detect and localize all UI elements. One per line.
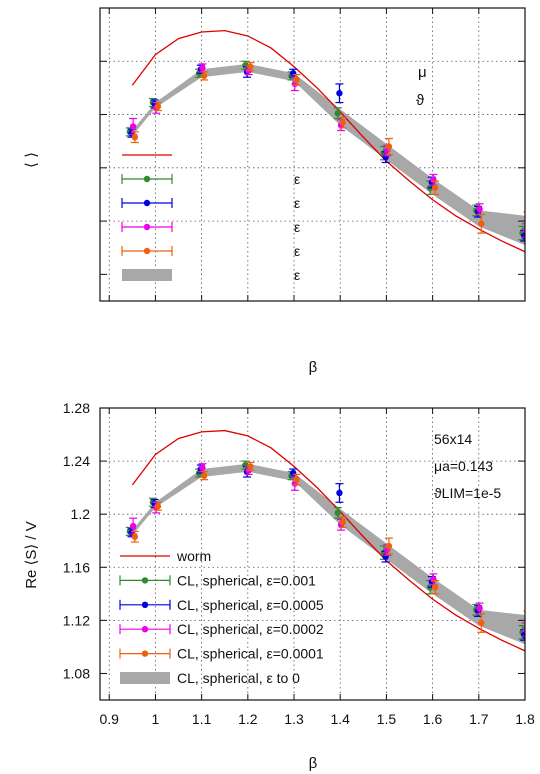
data-point <box>384 137 393 156</box>
x-tick-label: 1.5 <box>377 711 397 727</box>
legend-label: CL, spherical, ε to 0 <box>177 670 300 686</box>
x-tick-label: 1.6 <box>423 711 443 727</box>
worm-line <box>131 429 525 652</box>
data-point <box>477 613 486 633</box>
legend-entry: ε <box>122 267 300 283</box>
band-epsilon-to-zero <box>132 463 525 645</box>
y-tick-label: 1.08 <box>63 665 90 681</box>
data-point <box>246 461 255 471</box>
x-tick-label: 1 <box>152 711 160 727</box>
top-x-axis-label: β <box>309 359 318 376</box>
bottom-plot-frame <box>99 407 526 701</box>
bottom-y-axis-label: Re ⟨S⟩ / V <box>23 521 40 589</box>
legend-label: ε <box>294 219 300 235</box>
data-point <box>200 471 209 481</box>
data-point <box>333 107 342 120</box>
y-tick-label: 1.16 <box>63 559 90 575</box>
data-point <box>477 213 486 234</box>
legend-label: worm <box>176 548 211 564</box>
top-y-axis-label: ⟨ ⟩ <box>23 152 40 168</box>
data-point <box>335 83 344 104</box>
legend-label: ε <box>294 171 300 187</box>
top-annotation-theta: ϑ <box>416 92 425 109</box>
legend-label: CL, spherical, ε=0.001 <box>177 572 316 588</box>
x-tick-label: 1.8 <box>515 711 535 727</box>
bottom-chart: 0.9 1 1.1 1.2 1.3 1.4 1.5 1.6 1.7 1.8 1.08 1.12 1.16… <box>23 400 535 772</box>
x-tick-label: 1.4 <box>330 711 350 727</box>
band-epsilon-to-zero <box>132 63 525 246</box>
data-point <box>384 537 393 555</box>
data-point <box>338 516 347 529</box>
y-tick-label: 1.24 <box>63 453 90 469</box>
data-point <box>335 483 344 503</box>
data-point <box>130 530 139 543</box>
data-point <box>338 116 347 129</box>
x-tick-label: 1.3 <box>284 711 304 727</box>
top-annotation-mu: μ <box>418 64 427 81</box>
legend-entry: CL, spherical, ε=0.001 <box>119 572 316 588</box>
legend-label: ε <box>294 243 300 259</box>
legend-label: CL, spherical, ε=0.0001 <box>177 646 324 662</box>
y-tick-label: 1.12 <box>63 612 90 628</box>
data-point <box>431 180 440 196</box>
legend-entry: ε <box>121 171 300 187</box>
x-tick-label: 0.9 <box>100 711 120 727</box>
y-tick-label: 1.2 <box>71 506 91 522</box>
x-tick-label: 1.1 <box>192 711 212 727</box>
top-plot-frame <box>99 7 526 302</box>
data-point <box>333 506 342 519</box>
data-point <box>153 101 162 112</box>
bottom-annotation-mu: μa=0.143 <box>434 458 493 474</box>
bottom-annotation-lattice: 56x14 <box>434 431 472 447</box>
legend-entry: CL, spherical, ε=0.0005 <box>119 597 324 613</box>
legend-label: ε <box>294 195 300 211</box>
data-point <box>153 501 162 511</box>
legend-entry: CL, spherical, ε to 0 <box>120 670 300 686</box>
legend-label: CL, spherical, ε=0.0005 <box>177 597 324 613</box>
data-point <box>292 73 301 86</box>
legend-entry: CL, spherical, ε=0.0002 <box>119 621 324 637</box>
data-point <box>431 579 440 595</box>
data-point <box>292 473 301 486</box>
bottom-annotation-theta: ϑLIM=1e-5 <box>434 485 501 501</box>
bottom-x-axis-label: β <box>309 755 318 772</box>
legend-label: CL, spherical, ε=0.0002 <box>177 621 324 637</box>
x-tick-label: 1.2 <box>238 711 258 727</box>
legend-entry: ε <box>121 195 300 211</box>
y-tick-label: 1.28 <box>63 400 90 416</box>
data-point <box>130 131 139 144</box>
legend-entry: CL, spherical, ε=0.0001 <box>119 646 324 662</box>
legend-entry: worm <box>120 548 211 564</box>
legend-label: ε <box>294 267 300 283</box>
legend-entry: ε <box>121 243 300 259</box>
data-point <box>200 71 209 81</box>
x-tick-label: 1.7 <box>469 711 489 727</box>
data-point <box>246 62 255 72</box>
worm-line <box>131 29 525 253</box>
legend-entry: ε <box>121 219 300 235</box>
